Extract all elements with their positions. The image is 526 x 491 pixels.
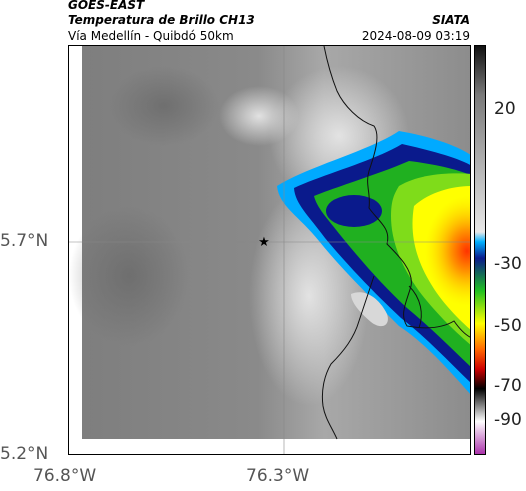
colorbar-label: -30 xyxy=(494,254,522,274)
colorbar xyxy=(474,45,486,455)
colorbar-label: -50 xyxy=(494,316,522,336)
border-line xyxy=(323,46,470,338)
cloud-contour-navy xyxy=(326,195,382,227)
brightness-temperature-map: ★ xyxy=(69,46,470,454)
bright-cloud-area xyxy=(219,86,299,146)
clear-gap xyxy=(351,292,388,327)
colorbar-label: -90 xyxy=(494,410,522,430)
datetime-label: 2024-08-09 03:19 xyxy=(361,29,470,43)
lat-label-5.7: 5.7°N xyxy=(0,231,49,251)
star-icon: ★ xyxy=(258,235,270,250)
lon-label-76.8: 76.8°W xyxy=(33,466,97,486)
lat-label-5.2: 5.2°N xyxy=(0,444,49,464)
dark-cloud-area xyxy=(69,206,189,346)
lon-label-76.3: 76.3°W xyxy=(246,466,310,486)
product-title: Temperatura de Brillo CH13 xyxy=(68,13,255,27)
cloud-core-red xyxy=(425,196,470,306)
satellite-title: GOES-EAST xyxy=(68,0,145,12)
region-subtitle: Vía Medellín - Quibdó 50km xyxy=(68,29,234,43)
border-line xyxy=(321,275,375,440)
colorbar-label: 20 xyxy=(494,99,516,119)
dark-cloud-area xyxy=(109,66,219,146)
source-label: SIATA xyxy=(432,13,470,27)
border-line xyxy=(408,285,422,329)
map-panel[interactable]: ★ xyxy=(68,45,471,455)
colorbar-label: -70 xyxy=(494,376,522,396)
